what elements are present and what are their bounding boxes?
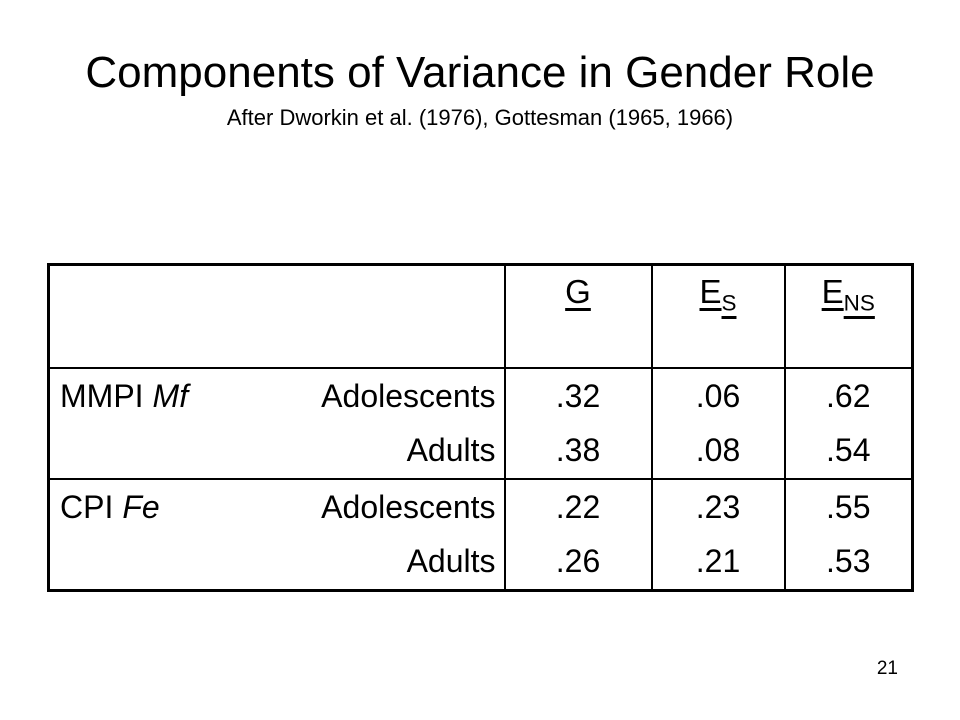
column-header-g-label: G xyxy=(565,273,591,310)
variance-components-table: G ES ENS MMPI Mf Adolescents Adults .32 .… xyxy=(47,263,914,592)
corner-cell xyxy=(47,263,506,369)
value-cpi-adults-g: .26 xyxy=(555,543,601,579)
cell-mmpi-ens: .62 .54 xyxy=(783,367,914,480)
table-header-row: G ES ENS xyxy=(47,263,914,369)
scale-name: Fe xyxy=(122,489,160,525)
cell-cpi-es: .23 .21 xyxy=(650,478,786,592)
cell-cpi-g: .22 .26 xyxy=(503,478,653,592)
column-header-ens: ENS xyxy=(783,263,914,369)
scale-name: Mf xyxy=(152,378,189,414)
value-mmpi-adolescents-ens: .62 xyxy=(826,378,871,414)
group-label-adults: Adults xyxy=(406,432,496,468)
cell-mmpi-es: .06 .08 xyxy=(650,367,786,480)
page-number: 21 xyxy=(876,658,898,679)
value-mmpi-adults-g: .38 xyxy=(555,432,601,468)
measure-name: MMPI Mf xyxy=(60,378,189,414)
group-label-adults: Adults xyxy=(406,543,496,579)
slide-title: Components of Variance in Gender Role xyxy=(85,48,875,97)
column-header-es-label: E xyxy=(699,273,722,310)
cell-cpi-ens: .55 .53 xyxy=(783,478,914,592)
measure-name: CPI Fe xyxy=(60,489,160,525)
value-cpi-adults-ens: .53 xyxy=(826,543,871,579)
table-row-cpi-fe: CPI Fe Adolescents Adults .22 .26 .23 .21… xyxy=(47,478,914,592)
column-header-g: G xyxy=(503,263,653,369)
column-header-ens-label: E xyxy=(821,273,844,310)
column-header-es: ES xyxy=(650,263,786,369)
row-label-cpi-fe: CPI Fe Adolescents Adults xyxy=(47,478,506,592)
value-mmpi-adolescents-g: .32 xyxy=(555,378,601,414)
cell-mmpi-g: .32 .38 xyxy=(503,367,653,480)
value-cpi-adults-es: .21 xyxy=(695,543,741,579)
value-cpi-adolescents-g: .22 xyxy=(555,489,601,525)
value-mmpi-adults-es: .08 xyxy=(695,432,741,468)
value-cpi-adolescents-ens: .55 xyxy=(826,489,871,525)
slide-subtitle: After Dworkin et al. (1976), Gottesman (… xyxy=(226,105,734,130)
value-mmpi-adults-ens: .54 xyxy=(826,432,871,468)
value-mmpi-adolescents-es: .06 xyxy=(695,378,741,414)
row-label-mmpi-mf: MMPI Mf Adolescents Adults xyxy=(47,367,506,480)
table-row-mmpi-mf: MMPI Mf Adolescents Adults .32 .38 .06 .0… xyxy=(47,367,914,480)
value-cpi-adolescents-es: .23 xyxy=(695,489,741,525)
group-label-adolescents: Adolescents xyxy=(321,378,496,414)
group-label-adolescents: Adolescents xyxy=(321,489,496,525)
